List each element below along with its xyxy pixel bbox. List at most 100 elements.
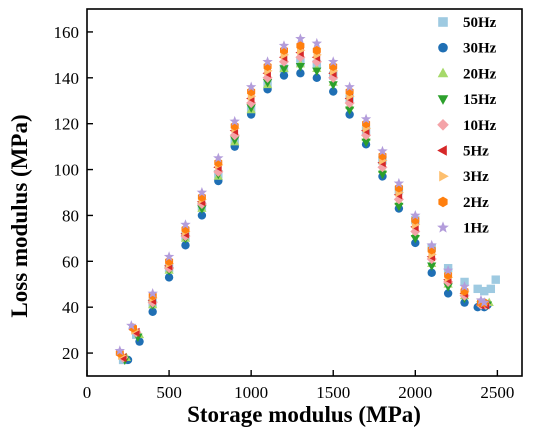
legend-label: 2Hz	[463, 195, 489, 211]
legend: 50Hz 30Hz 20Hz 15Hz 10Hz 5Hz 3Hz 2Hz 1Hz	[437, 15, 497, 237]
data-point	[328, 81, 338, 90]
legend-item: 1Hz	[437, 221, 489, 237]
data-markers	[114, 33, 500, 365]
data-point	[295, 63, 305, 72]
legend-item: 2Hz	[438, 195, 489, 211]
x-tick-label: 1000	[234, 383, 268, 402]
legend-marker	[437, 145, 447, 156]
legend-marker	[437, 95, 449, 105]
data-point	[443, 283, 453, 292]
y-tick-label: 60	[62, 252, 79, 271]
data-point	[126, 320, 137, 330]
data-point	[295, 52, 306, 63]
x-tick-label: 0	[83, 383, 92, 402]
data-point	[475, 294, 487, 305]
data-point	[148, 307, 157, 316]
data-point	[360, 113, 372, 124]
data-point	[443, 289, 453, 298]
series-1Hz	[114, 33, 490, 356]
data-point	[442, 265, 454, 275]
data-point	[480, 286, 489, 296]
data-point	[393, 177, 405, 188]
data-point	[312, 67, 322, 76]
data-point	[311, 56, 322, 67]
series-15Hz	[120, 63, 493, 365]
data-point	[246, 81, 257, 92]
data-point	[147, 288, 158, 298]
data-point	[410, 235, 420, 244]
legend-item: 5Hz	[437, 144, 489, 160]
series-10Hz	[118, 52, 491, 363]
data-point	[229, 115, 240, 126]
y-tick-label: 100	[54, 161, 80, 180]
legend-marker	[437, 221, 449, 233]
data-point	[459, 281, 470, 291]
data-point	[312, 73, 322, 83]
data-point	[229, 130, 240, 141]
data-point	[311, 37, 322, 48]
x-tick-label: 500	[156, 383, 182, 402]
legend-item: 15Hz	[437, 92, 497, 108]
legend-label: 30Hz	[463, 41, 497, 57]
data-point	[279, 71, 289, 80]
legend-item: 30Hz	[438, 41, 497, 57]
y-tick-label: 80	[62, 206, 79, 225]
data-point	[295, 33, 306, 44]
data-point	[164, 273, 174, 282]
data-point	[181, 241, 190, 250]
data-point	[377, 145, 388, 156]
data-point	[230, 136, 240, 145]
data-point	[427, 262, 437, 271]
legend-item: 10Hz	[437, 118, 497, 134]
legend-item: 20Hz	[437, 66, 497, 82]
data-point	[262, 56, 273, 67]
data-point	[491, 275, 500, 284]
axis-ticks: 0 500 1000 1500 2000 2500 20 40 60 80 100 120 140 160	[54, 23, 515, 402]
legend-label: 15Hz	[463, 92, 497, 108]
data-point	[246, 104, 256, 113]
legend-marker	[438, 42, 448, 53]
legend-label: 20Hz	[463, 66, 497, 82]
legend-label: 1Hz	[463, 221, 489, 237]
legend-item: 50Hz	[438, 15, 497, 31]
y-axis-title: Loss modulus (MPa)	[7, 114, 32, 317]
data-point	[328, 56, 339, 67]
data-point	[278, 40, 290, 51]
data-point	[213, 166, 224, 177]
legend-label: 3Hz	[463, 169, 489, 185]
data-point	[197, 205, 207, 214]
legend-marker	[438, 196, 448, 208]
data-point	[410, 210, 421, 220]
data-point	[473, 284, 482, 294]
legend-marker	[438, 17, 448, 27]
x-axis-title: Storage modulus (MPa)	[187, 402, 421, 427]
legend-label: 10Hz	[463, 118, 497, 134]
series-30Hz	[123, 69, 492, 365]
data-point	[345, 106, 355, 115]
data-point	[213, 152, 224, 163]
y-tick-label: 160	[54, 23, 80, 42]
data-point	[426, 239, 437, 250]
data-point	[196, 187, 208, 197]
x-tick-label: 1500	[316, 383, 350, 402]
data-point	[427, 268, 436, 277]
data-point	[197, 211, 207, 220]
data-point	[279, 65, 289, 74]
data-point	[114, 345, 125, 356]
plot-area	[86, 8, 523, 377]
y-tick-label: 140	[54, 69, 80, 88]
series-2Hz	[115, 41, 489, 358]
y-tick-label: 120	[54, 115, 80, 134]
legend-item: 3Hz	[439, 169, 489, 185]
legend-marker	[437, 119, 449, 131]
x-tick-label: 2000	[398, 383, 432, 402]
data-point	[486, 284, 496, 294]
plot-frame	[86, 8, 523, 377]
data-point	[329, 87, 338, 96]
y-tick-label: 40	[62, 298, 79, 317]
legend-marker	[439, 170, 449, 182]
legend-label: 5Hz	[463, 144, 489, 160]
data-point	[377, 170, 388, 180]
data-point	[344, 81, 355, 92]
